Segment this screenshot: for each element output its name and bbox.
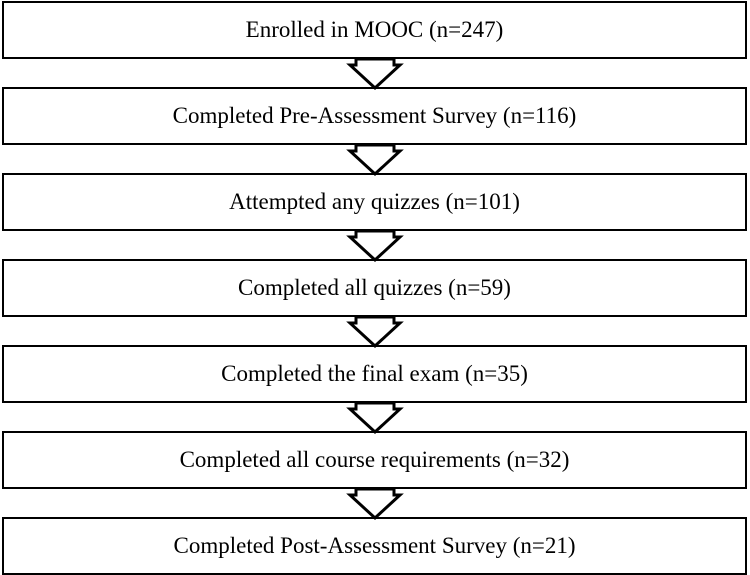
- down-arrow-shape: [346, 143, 404, 177]
- flow-step-label: Completed the final exam (n=35): [221, 361, 528, 386]
- flow-step-label: Enrolled in MOOC (n=247): [245, 17, 504, 42]
- flow-step-box: Enrolled in MOOC (n=247): [2, 1, 747, 59]
- flow-step-box: Completed Post-Assessment Survey (n=21): [2, 517, 747, 575]
- down-arrow-icon: [346, 487, 404, 521]
- flow-step-box: Completed all course requirements (n=32): [2, 431, 747, 489]
- flow-step-box: Attempted any quizzes (n=101): [2, 173, 747, 231]
- flow-step-box: Completed the final exam (n=35): [2, 345, 747, 403]
- down-arrow-shape: [346, 229, 404, 263]
- flow-step-label: Completed all quizzes (n=59): [238, 275, 511, 300]
- down-arrow-shape: [346, 57, 404, 91]
- flow-step-label: Completed all course requirements (n=32): [179, 447, 570, 472]
- down-arrow-icon: [346, 143, 404, 177]
- flow-step-box: Completed Pre-Assessment Survey (n=116): [2, 87, 747, 145]
- flow-step-label: Attempted any quizzes (n=101): [229, 189, 520, 214]
- down-arrow-icon: [346, 57, 404, 91]
- down-arrow-shape: [346, 487, 404, 521]
- down-arrow-icon: [346, 229, 404, 263]
- flow-step-box: Completed all quizzes (n=59): [2, 259, 747, 317]
- down-arrow-shape: [346, 315, 404, 349]
- flow-step-label: Completed Post-Assessment Survey (n=21): [173, 533, 576, 558]
- down-arrow-shape: [346, 401, 404, 435]
- flow-step-label: Completed Pre-Assessment Survey (n=116): [172, 103, 577, 128]
- down-arrow-icon: [346, 315, 404, 349]
- down-arrow-icon: [346, 401, 404, 435]
